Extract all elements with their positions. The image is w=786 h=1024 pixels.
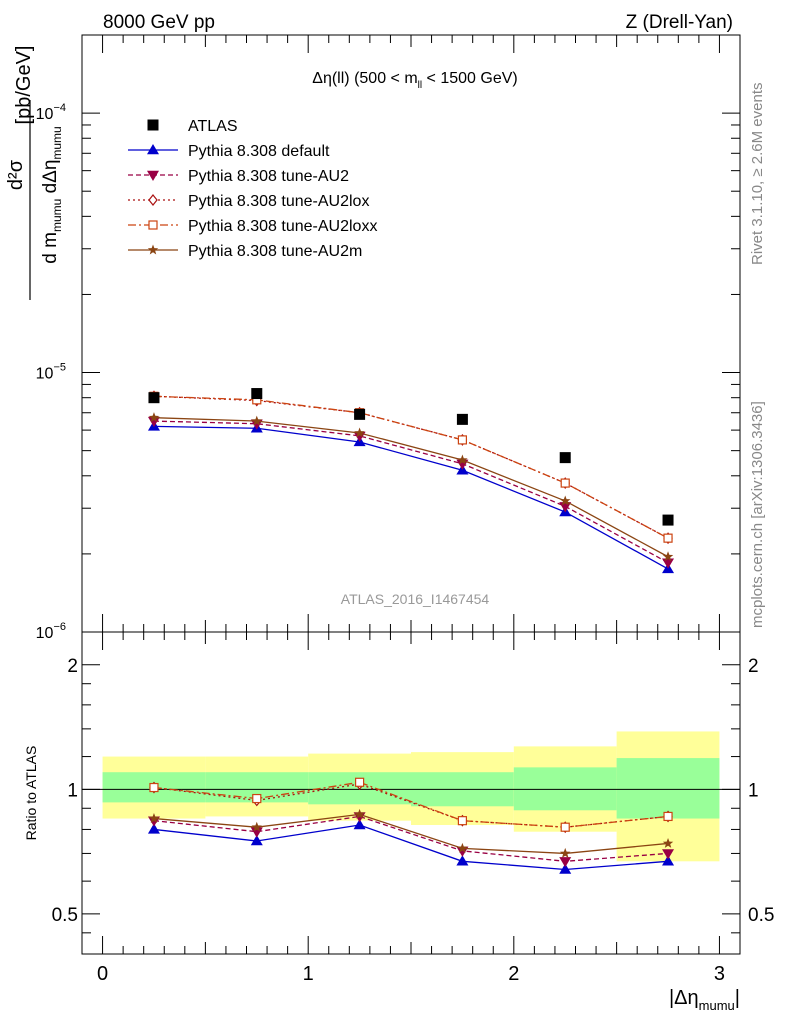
series-point-1 — [456, 459, 469, 470]
series-line-4 — [153, 417, 669, 558]
series-line-1 — [153, 420, 669, 564]
ratio-tick-label-right: 0.5 — [748, 905, 774, 926]
legend-label-3: Pythia 8.308 tune-AU2loxx — [188, 218, 377, 235]
ratio-point-0 — [662, 855, 675, 866]
ratio-line-3 — [153, 781, 669, 828]
ratio-point-4 — [662, 837, 674, 848]
series-point-1 — [147, 416, 160, 428]
ratio-point-4 — [559, 847, 571, 858]
x-tick-label: 2 — [508, 963, 519, 985]
ratio-point-3 — [663, 811, 673, 822]
ratio-point-4 — [251, 821, 263, 832]
data-point — [456, 413, 468, 425]
header-right: Z (Drell-Yan) — [626, 12, 733, 33]
ratio-point-4 — [457, 842, 468, 853]
ratio-line-4 — [153, 813, 669, 855]
y-axis-label: d²σ d mmumu dΔηmumu [pb/GeV] — [5, 46, 64, 300]
legend-marker-data — [147, 119, 159, 131]
ratio-y-label: Ratio to ATLAS — [23, 746, 39, 841]
data-point — [662, 514, 674, 526]
ratio-frame — [81, 631, 741, 955]
data-point — [251, 388, 263, 400]
ratio-point-1 — [559, 857, 572, 868]
ratio-point-0 — [456, 855, 469, 866]
ratio-point-3 — [457, 816, 468, 826]
ratio-line-0 — [153, 824, 669, 871]
y-tick-label: 10−4 — [36, 102, 66, 123]
series-point-3 — [663, 533, 673, 543]
ratio-band-inner — [616, 758, 720, 819]
ratio-point-3 — [354, 777, 365, 787]
ratio-tick-label-left: 2 — [67, 656, 78, 677]
analysis-watermark: ATLAS_2016_I1467454 — [341, 591, 490, 607]
plot-title: Δη(ll) (500 < mll < 1500 GeV) — [312, 70, 517, 91]
x-tick-label: 0 — [97, 963, 108, 985]
y-label-numerator: d²σ — [5, 159, 27, 190]
series-point-4 — [251, 415, 263, 426]
series-point-4 — [148, 412, 160, 423]
legend-marker-4 — [147, 244, 159, 255]
ratio-line-2 — [153, 783, 669, 828]
ratio-band-inner — [513, 767, 617, 811]
ratio-tick-label-right: 2 — [748, 656, 759, 677]
x-axis-label: |Δηmumu| — [669, 987, 740, 1013]
data-point — [148, 392, 160, 404]
data-point — [354, 408, 366, 420]
ratio-point-4 — [148, 813, 160, 823]
series-line-3 — [153, 395, 669, 539]
y-label-unit: [pb/GeV] — [13, 46, 35, 125]
ratio-tick-label-left: 1 — [67, 780, 78, 801]
series-line-0 — [153, 425, 669, 570]
rivet-label: Rivet 3.1.10, ≥ 2.6M events — [749, 83, 766, 266]
legend-label-data: ATLAS — [188, 118, 238, 135]
legend-label-0: Pythia 8.308 default — [188, 143, 330, 160]
header-left: 8000 GeV pp — [103, 12, 215, 33]
ratio-point-0 — [559, 863, 572, 874]
ratio-tick-label-left: 0.5 — [52, 905, 78, 926]
series-line-2 — [153, 395, 669, 539]
ratio-tick-label-right: 1 — [748, 780, 759, 801]
series-point-4 — [662, 551, 674, 562]
ratio-line-1 — [153, 815, 669, 862]
legend-marker-1 — [147, 170, 159, 181]
ratio-point-1 — [662, 849, 675, 860]
ratio-point-1 — [250, 827, 263, 838]
legend-label-4: Pythia 8.308 tune-AU2m — [188, 243, 362, 260]
series-point-3 — [560, 478, 570, 488]
ratio-point-3 — [149, 782, 159, 793]
x-tick-label: 1 — [303, 963, 314, 985]
y-label-denominator: d mmumu dΔηmumu — [40, 126, 64, 263]
ratio-point-0 — [250, 835, 263, 846]
ratio-point-1 — [456, 846, 469, 857]
legend-label-2: Pythia 8.308 tune-AU2lox — [188, 193, 369, 210]
series-point-4 — [457, 454, 468, 465]
ratio-point-3 — [252, 793, 262, 804]
ratio-point-3 — [560, 822, 570, 832]
series-point-3 — [457, 435, 468, 445]
legend: ATLAS Pythia 8.308 default Pythia 8.308 tu… — [128, 118, 377, 260]
y-tick-label: 10−6 — [36, 621, 66, 642]
legend-marker-3 — [148, 220, 158, 230]
legend-marker-2 — [148, 194, 158, 206]
ratio-point-0 — [147, 823, 160, 834]
ratio-point-0 — [353, 818, 366, 830]
y-tick-label: 10−5 — [36, 362, 66, 383]
legend-label-1: Pythia 8.308 tune-AU2 — [188, 168, 349, 185]
data-point — [559, 452, 571, 464]
series-point-4 — [559, 495, 571, 506]
ratio-point-4 — [354, 808, 365, 819]
mcplots-label: mcplots.cern.ch [arXiv:1306.3436] — [749, 401, 766, 628]
legend-marker-0 — [147, 144, 159, 155]
series-point-4 — [354, 427, 365, 438]
x-tick-label: 3 — [714, 963, 725, 985]
